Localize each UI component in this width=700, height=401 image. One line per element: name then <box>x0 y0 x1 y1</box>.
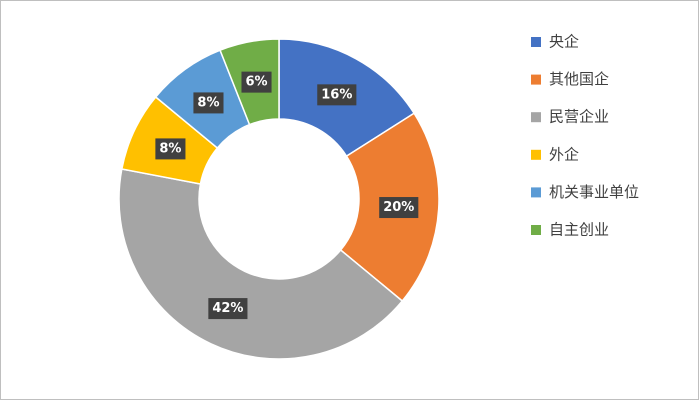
data-label: 20% <box>383 200 414 215</box>
legend-label: 自主创业 <box>549 221 609 239</box>
data-label: 8% <box>197 95 219 110</box>
data-label-box <box>379 197 419 219</box>
legend-swatch <box>531 37 541 47</box>
legend-swatch <box>531 112 541 123</box>
data-label-box <box>208 298 248 320</box>
legend-label: 机关事业单位 <box>549 183 639 201</box>
legend-label: 其他国企 <box>549 70 609 88</box>
data-label: 8% <box>159 141 181 156</box>
data-label-box <box>241 71 272 93</box>
legend-swatch <box>531 149 541 160</box>
legend-label: 外企 <box>549 145 579 163</box>
data-label-box <box>155 138 186 160</box>
data-label-box <box>193 92 224 114</box>
legend-label: 央企 <box>549 33 579 51</box>
legend-swatch <box>531 225 541 235</box>
data-label: 42% <box>212 301 243 316</box>
data-label: 16% <box>321 87 352 102</box>
legend-label: 民营企业 <box>549 108 609 126</box>
legend-swatch <box>531 74 541 85</box>
data-label: 6% <box>245 75 267 90</box>
legend-swatch <box>531 187 541 198</box>
data-label-box <box>317 84 357 106</box>
donut-slice <box>118 168 404 360</box>
